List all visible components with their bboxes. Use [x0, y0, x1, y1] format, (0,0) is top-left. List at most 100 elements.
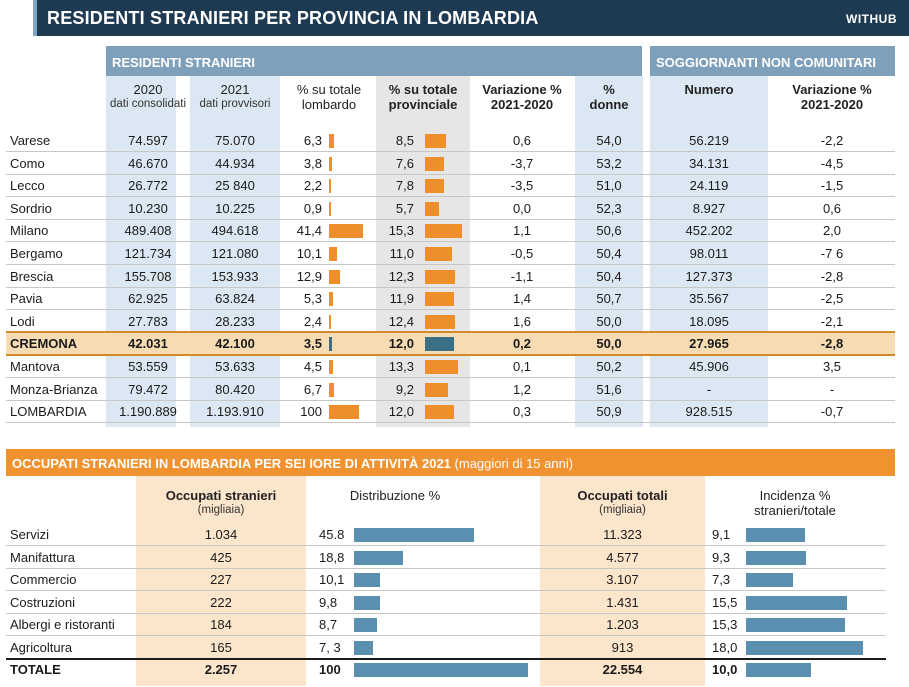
value-2020: 62.925 — [128, 291, 168, 307]
pct-donne: 51,6 — [596, 381, 622, 397]
pct-lombardo-bar — [329, 224, 363, 239]
row-divider — [6, 241, 895, 243]
row-divider — [6, 286, 895, 288]
col-2020-band — [106, 76, 176, 427]
pct-lombardo: 4,5 — [303, 359, 322, 374]
occupati-stranieri: 227 — [210, 572, 232, 587]
pct-lombardo: 6,3 — [303, 133, 322, 148]
col-occ-tot-header: Occupati totali (migliaia) — [540, 488, 705, 518]
highlight-row-line-bottom — [6, 354, 895, 357]
occupati-totali: 3.107 — [606, 572, 639, 587]
brand-logo: WITHUB — [846, 12, 897, 26]
province-name: Monza-Brianza — [10, 381, 98, 397]
col-numero-band — [650, 76, 768, 427]
value-2021: 75.070 — [215, 133, 255, 148]
row-divider — [6, 567, 886, 569]
value-2021: 121.080 — [211, 246, 259, 261]
pct-provinciale: 12,3 — [388, 268, 414, 284]
pct-donne: 50,6 — [596, 223, 622, 239]
pct-provinciale-bar — [425, 382, 448, 397]
pct-provinciale-bar — [425, 201, 439, 216]
distribuzione-bar — [354, 550, 404, 565]
distribuzione-bar — [354, 595, 380, 610]
province-name: CREMONA — [10, 336, 78, 352]
pct-lombardo-bar — [329, 156, 333, 171]
soggiornanti-variazione: -2,8 — [820, 268, 844, 284]
col-sogg-var-header: Variazione % 2021-2020 — [772, 82, 892, 112]
distribuzione: 100 — [319, 662, 341, 677]
soggiornanti-numero: 27.965 — [689, 336, 729, 352]
province-name: Varese — [10, 133, 51, 148]
value-2020: 26.772 — [128, 178, 168, 194]
pct-donne: 50,4 — [596, 268, 622, 284]
soggiornanti-numero: 8.927 — [692, 200, 726, 216]
pct-lombardo: 3,5 — [303, 336, 322, 352]
variazione: 1,4 — [512, 291, 532, 307]
row-divider — [6, 635, 886, 636]
soggiornanti-variazione: -2,5 — [820, 291, 844, 307]
distribuzione: 7, 3 — [319, 639, 341, 655]
col-pct-lomb-header: % su totale lombardo — [284, 82, 374, 112]
col-distr-line1: Distribuzione % — [349, 488, 441, 503]
pct-provinciale: 11,9 — [389, 291, 414, 307]
soggiornanti-variazione: 0,6 — [822, 200, 842, 216]
pct-donne: 50,0 — [596, 313, 622, 329]
col-occ-str-line2: (migliaia) — [197, 504, 245, 516]
occupati-totali: 913 — [611, 639, 634, 655]
province-name: Lecco — [10, 178, 45, 194]
row-divider — [6, 422, 895, 424]
col-2021-header: 2021 dati provvisori — [190, 82, 280, 112]
distribuzione-bar — [354, 528, 474, 542]
col-donne-line1: % — [603, 82, 615, 97]
col-occ-tot-line2: (migliaia) — [599, 504, 646, 516]
col-numero-line1: Numero — [684, 82, 734, 97]
col-var-line2: 2021-2020 — [490, 97, 554, 112]
pct-provinciale: 15,3 — [388, 223, 414, 239]
value-2020: 42.031 — [128, 336, 168, 352]
value-2021: 80.420 — [215, 381, 255, 397]
incidenza-bar — [746, 550, 807, 565]
soggiornanti-numero: 928.515 — [685, 404, 733, 420]
pct-donne: 52,3 — [596, 200, 622, 216]
occupati-totali: 22.554 — [602, 662, 643, 677]
col-2020-sub: dati consolidati — [109, 98, 187, 110]
col-occ-tot-band — [540, 476, 705, 686]
value-2021: 1.193.910 — [206, 404, 264, 420]
incidenza-bar — [746, 640, 863, 655]
occupati-stranieri: 184 — [210, 617, 232, 632]
variazione: 0,1 — [512, 359, 532, 374]
sector-name: Agricoltura — [10, 639, 73, 655]
col-inc-header: Incidenza % stranieri/totale — [710, 488, 880, 518]
pct-lombardo-bar — [329, 134, 335, 148]
value-2020: 79.472 — [128, 381, 168, 397]
value-2020: 489.408 — [124, 223, 172, 239]
pct-provinciale-bar — [425, 224, 463, 239]
total-divider — [6, 658, 886, 660]
value-2020: 1.190.889 — [119, 404, 177, 420]
pct-provinciale-bar — [425, 360, 458, 374]
highlight-row-line-top — [6, 331, 895, 334]
incidenza: 10,0 — [712, 662, 738, 677]
distribuzione-bar — [354, 618, 377, 632]
col-occ-str-band — [136, 476, 306, 686]
variazione: 0,6 — [512, 133, 532, 148]
pct-lombardo: 100 — [300, 404, 322, 420]
value-2020: 53.559 — [128, 359, 168, 374]
title-accent-bar — [33, 0, 37, 36]
pct-donne: 50,0 — [596, 336, 622, 352]
value-2020: 155.708 — [124, 268, 172, 284]
pct-lombardo-bar — [329, 269, 340, 284]
variazione: -0,5 — [510, 246, 534, 261]
value-2020: 27.783 — [128, 313, 168, 329]
incidenza: 7,3 — [712, 572, 731, 587]
sector-name: Servizi — [10, 527, 50, 542]
col-pct-prov-line1: % su totale — [388, 82, 458, 97]
sector-name: TOTALE — [10, 662, 61, 677]
incidenza-bar — [746, 595, 847, 610]
distribuzione-bar — [354, 573, 381, 587]
distribuzione: 10,1 — [319, 572, 345, 587]
incidenza-bar — [746, 573, 794, 587]
col-sogg-var-line1: Variazione % — [792, 82, 872, 97]
occupati-totali: 11.323 — [603, 527, 642, 542]
incidenza: 15,3 — [712, 617, 738, 632]
